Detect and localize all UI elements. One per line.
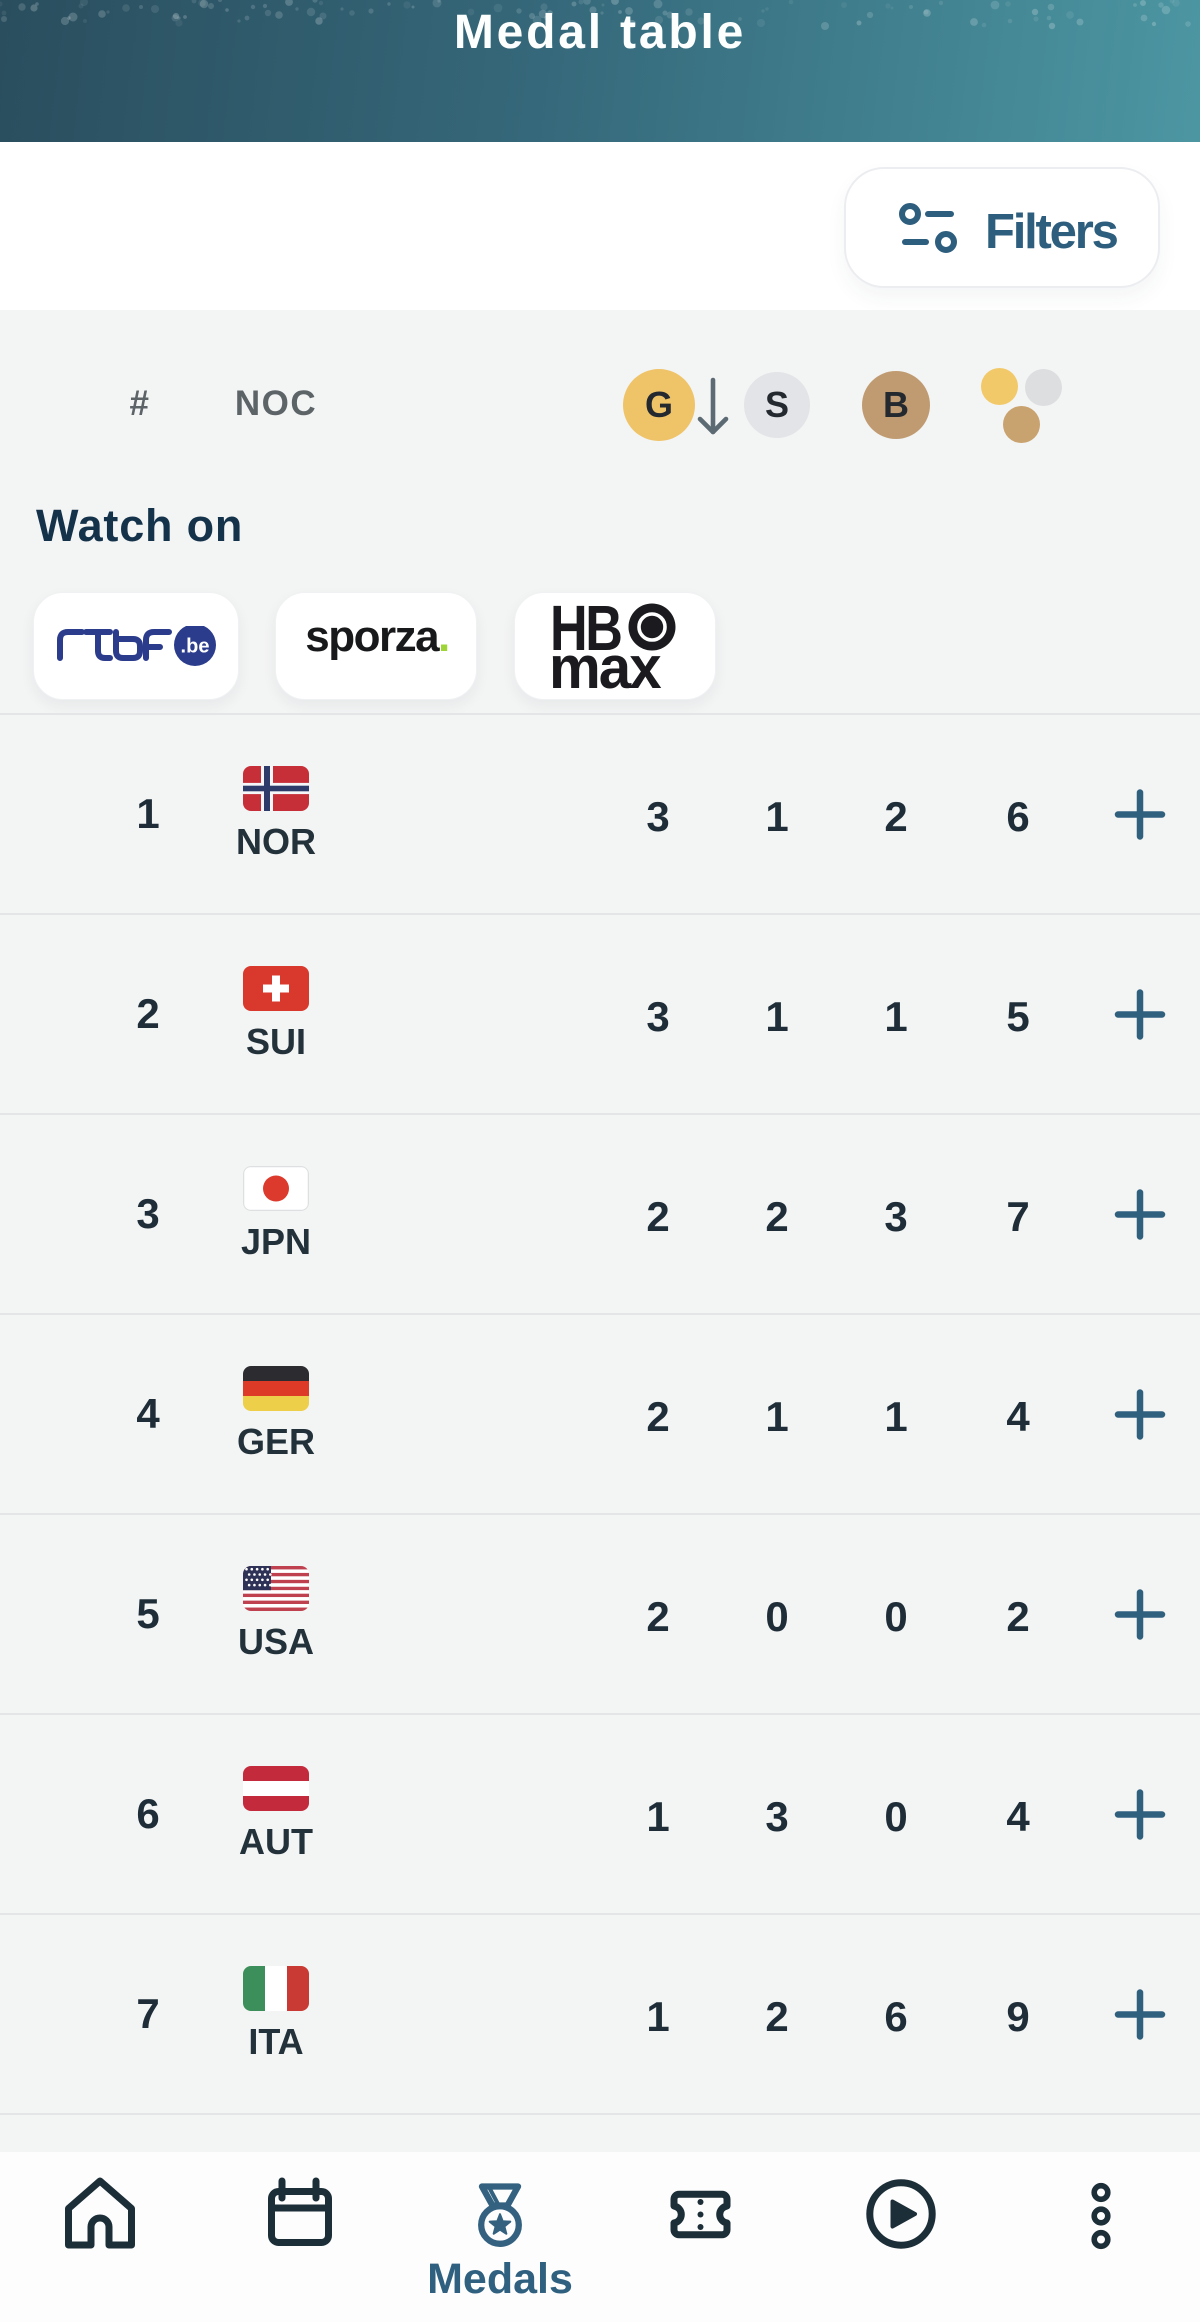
svg-text:.be: .be (181, 636, 210, 658)
